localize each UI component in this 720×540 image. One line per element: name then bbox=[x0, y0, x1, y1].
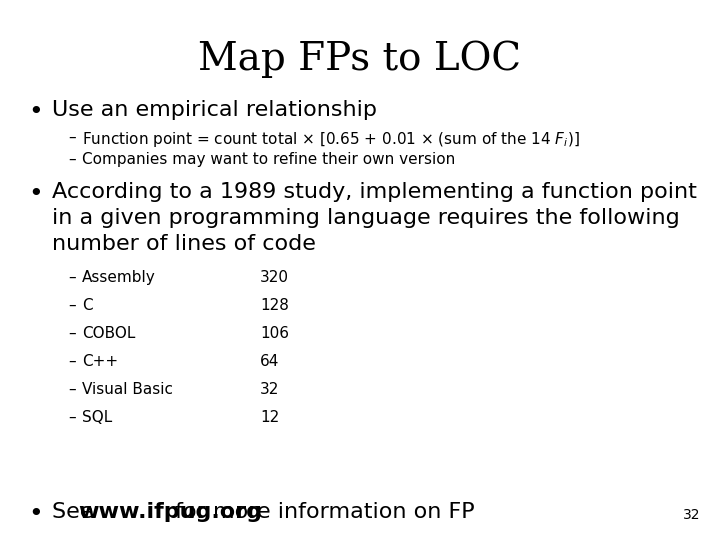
Text: –: – bbox=[68, 270, 76, 285]
Text: •: • bbox=[28, 502, 42, 526]
Text: •: • bbox=[28, 100, 42, 124]
Text: –: – bbox=[68, 354, 76, 369]
Text: Map FPs to LOC: Map FPs to LOC bbox=[199, 40, 521, 78]
Text: number of lines of code: number of lines of code bbox=[52, 234, 316, 254]
Text: Function point = count total $\times$ [0.65 + 0.01 $\times$ (sum of the 14 $F_i$: Function point = count total $\times$ [0… bbox=[82, 130, 580, 149]
Text: •: • bbox=[28, 182, 42, 206]
Text: COBOL: COBOL bbox=[82, 326, 135, 341]
Text: 32: 32 bbox=[260, 382, 279, 397]
Text: SQL: SQL bbox=[82, 410, 112, 425]
Text: Companies may want to refine their own version: Companies may want to refine their own v… bbox=[82, 152, 455, 167]
Text: –: – bbox=[68, 410, 76, 425]
Text: Use an empirical relationship: Use an empirical relationship bbox=[52, 100, 377, 120]
Text: 128: 128 bbox=[260, 298, 289, 313]
Text: –: – bbox=[68, 152, 76, 167]
Text: in a given programming language requires the following: in a given programming language requires… bbox=[52, 208, 680, 228]
Text: According to a 1989 study, implementing a function point: According to a 1989 study, implementing … bbox=[52, 182, 697, 202]
Text: C++: C++ bbox=[82, 354, 118, 369]
Text: –: – bbox=[68, 382, 76, 397]
Text: www.ifpug.org: www.ifpug.org bbox=[78, 502, 262, 522]
Text: 32: 32 bbox=[683, 508, 700, 522]
Text: –: – bbox=[68, 298, 76, 313]
Text: C: C bbox=[82, 298, 93, 313]
Text: –: – bbox=[68, 326, 76, 341]
Text: 320: 320 bbox=[260, 270, 289, 285]
Text: Visual Basic: Visual Basic bbox=[82, 382, 173, 397]
Text: Assembly: Assembly bbox=[82, 270, 156, 285]
Text: See: See bbox=[52, 502, 101, 522]
Text: –: – bbox=[68, 130, 76, 145]
Text: 64: 64 bbox=[260, 354, 279, 369]
Text: for more information on FP: for more information on FP bbox=[168, 502, 474, 522]
Text: 12: 12 bbox=[260, 410, 279, 425]
Text: 106: 106 bbox=[260, 326, 289, 341]
